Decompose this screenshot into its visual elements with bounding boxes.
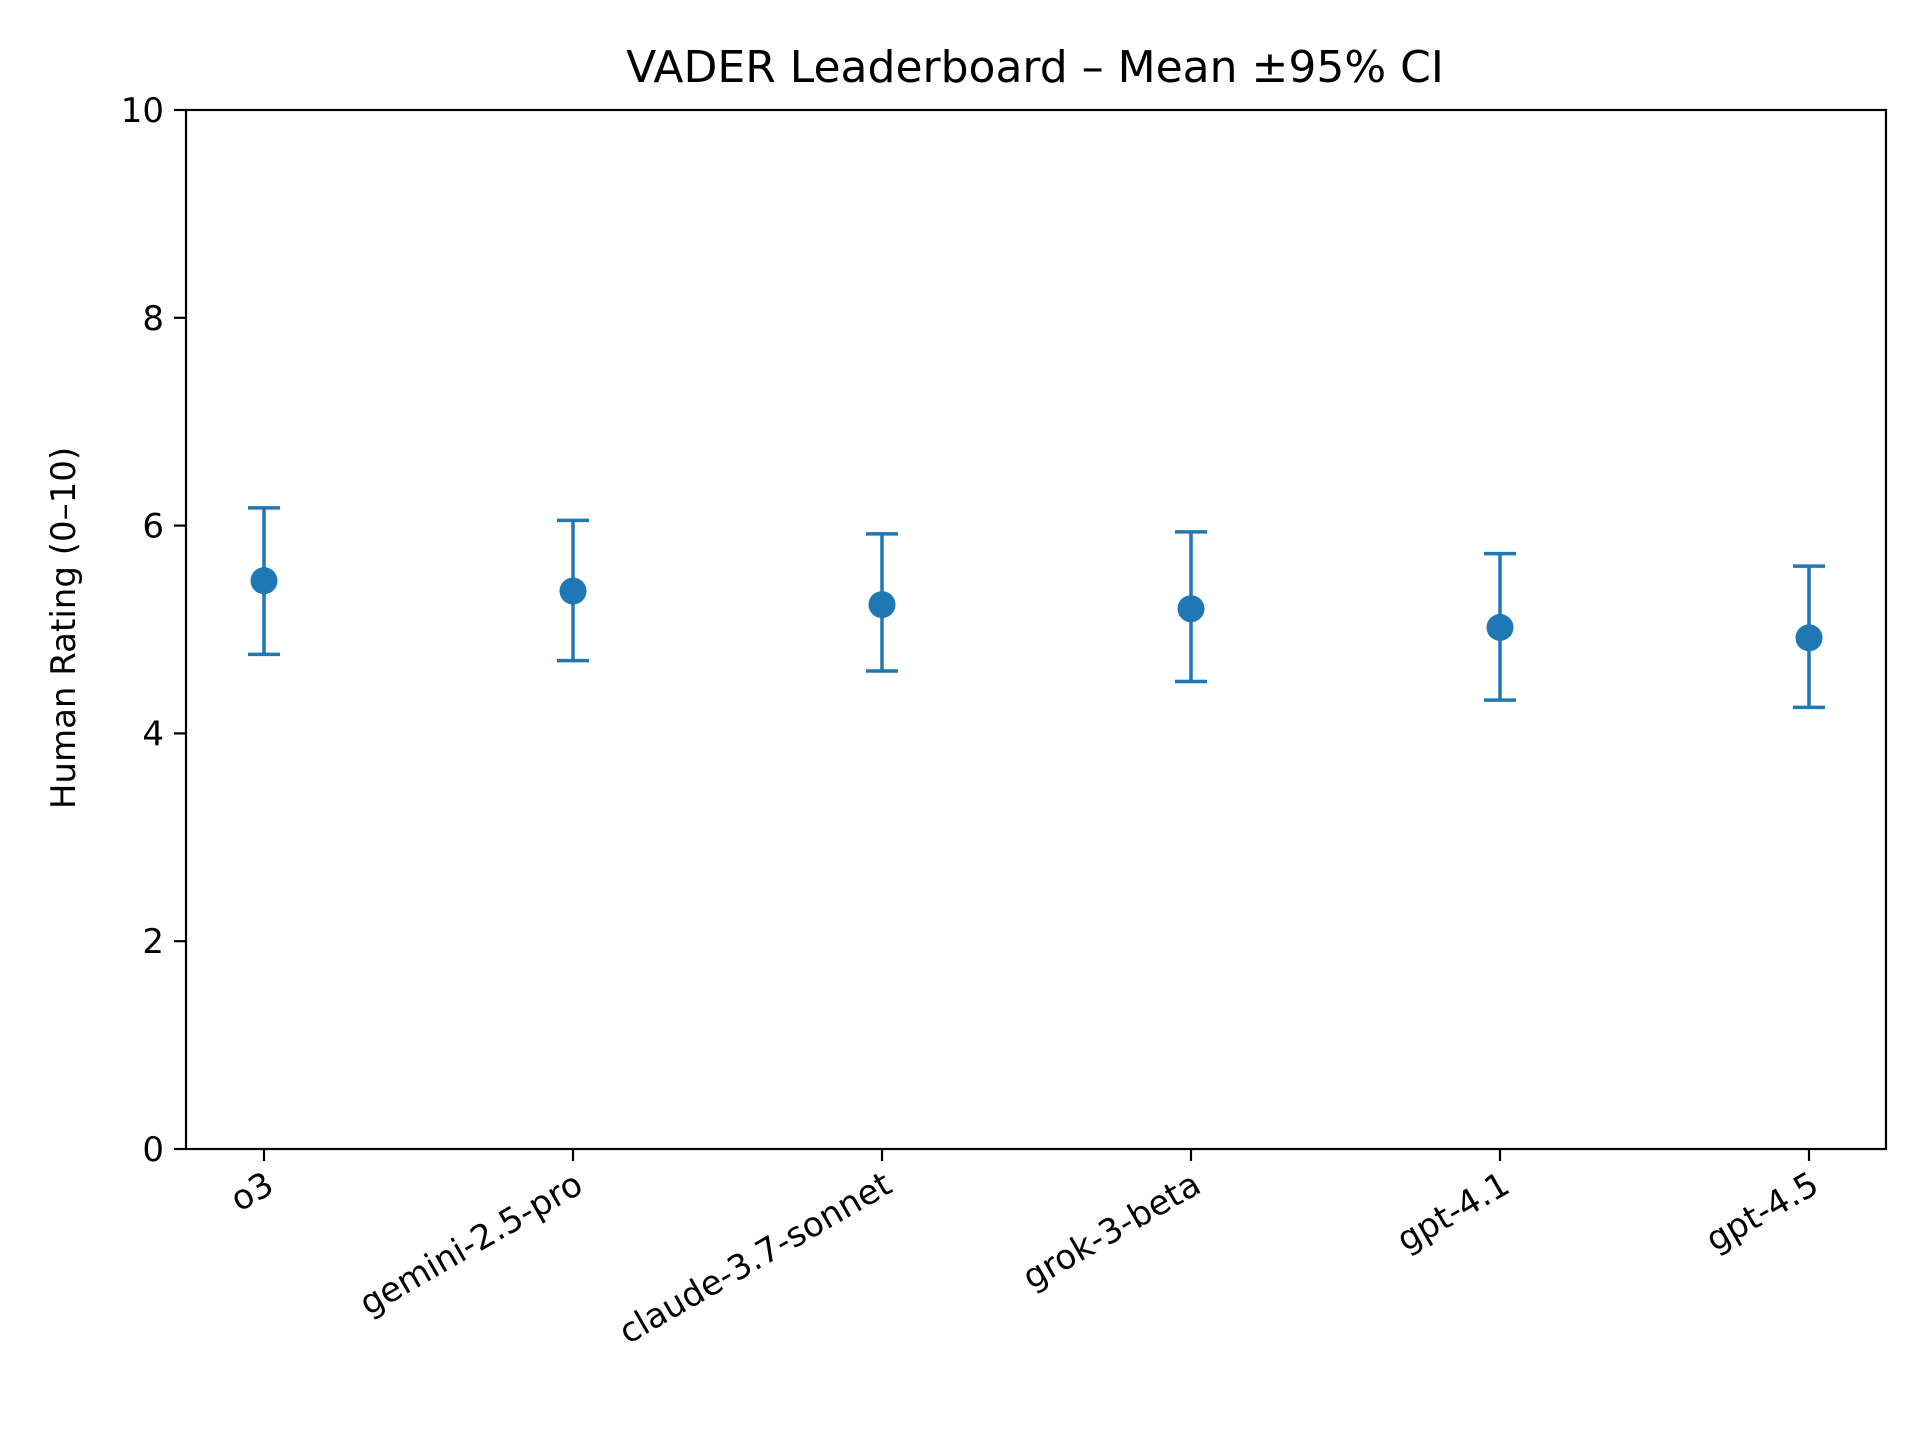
mean-point [1486, 613, 1514, 641]
y-tick-label: 6 [142, 507, 164, 547]
y-tick-label: 4 [142, 714, 164, 754]
x-tick-label: gpt-4.1 [1390, 1164, 1516, 1260]
y-tick-label: 8 [142, 299, 164, 339]
y-axis-label: Human Rating (0–10) [44, 447, 84, 809]
y-tick-label: 2 [142, 922, 164, 962]
plot-frame [184, 108, 1888, 1151]
x-tick-label: grok-3-beta [1016, 1164, 1208, 1298]
mean-point [1177, 595, 1205, 623]
mean-point [868, 591, 896, 619]
x-tick-label: claude-3.7-sonnet [612, 1164, 898, 1352]
x-tick-label: gemini-2.5-pro [353, 1164, 590, 1324]
plot-marks: 0 2 4 6 8 10 o3 gemini-2.5-pro claude-3.7-sonnet… [121, 91, 1826, 1353]
mean-point [1795, 624, 1823, 652]
chart-title: VADER Leaderboard – Mean ±95% CI [626, 42, 1444, 93]
mean-point [250, 567, 278, 595]
y-tick-label: 0 [142, 1130, 164, 1170]
x-tick-label: gpt-4.5 [1699, 1164, 1825, 1260]
mean-point [559, 577, 587, 605]
x-tick-label: o3 [224, 1164, 281, 1220]
y-tick-label: 10 [121, 91, 164, 131]
